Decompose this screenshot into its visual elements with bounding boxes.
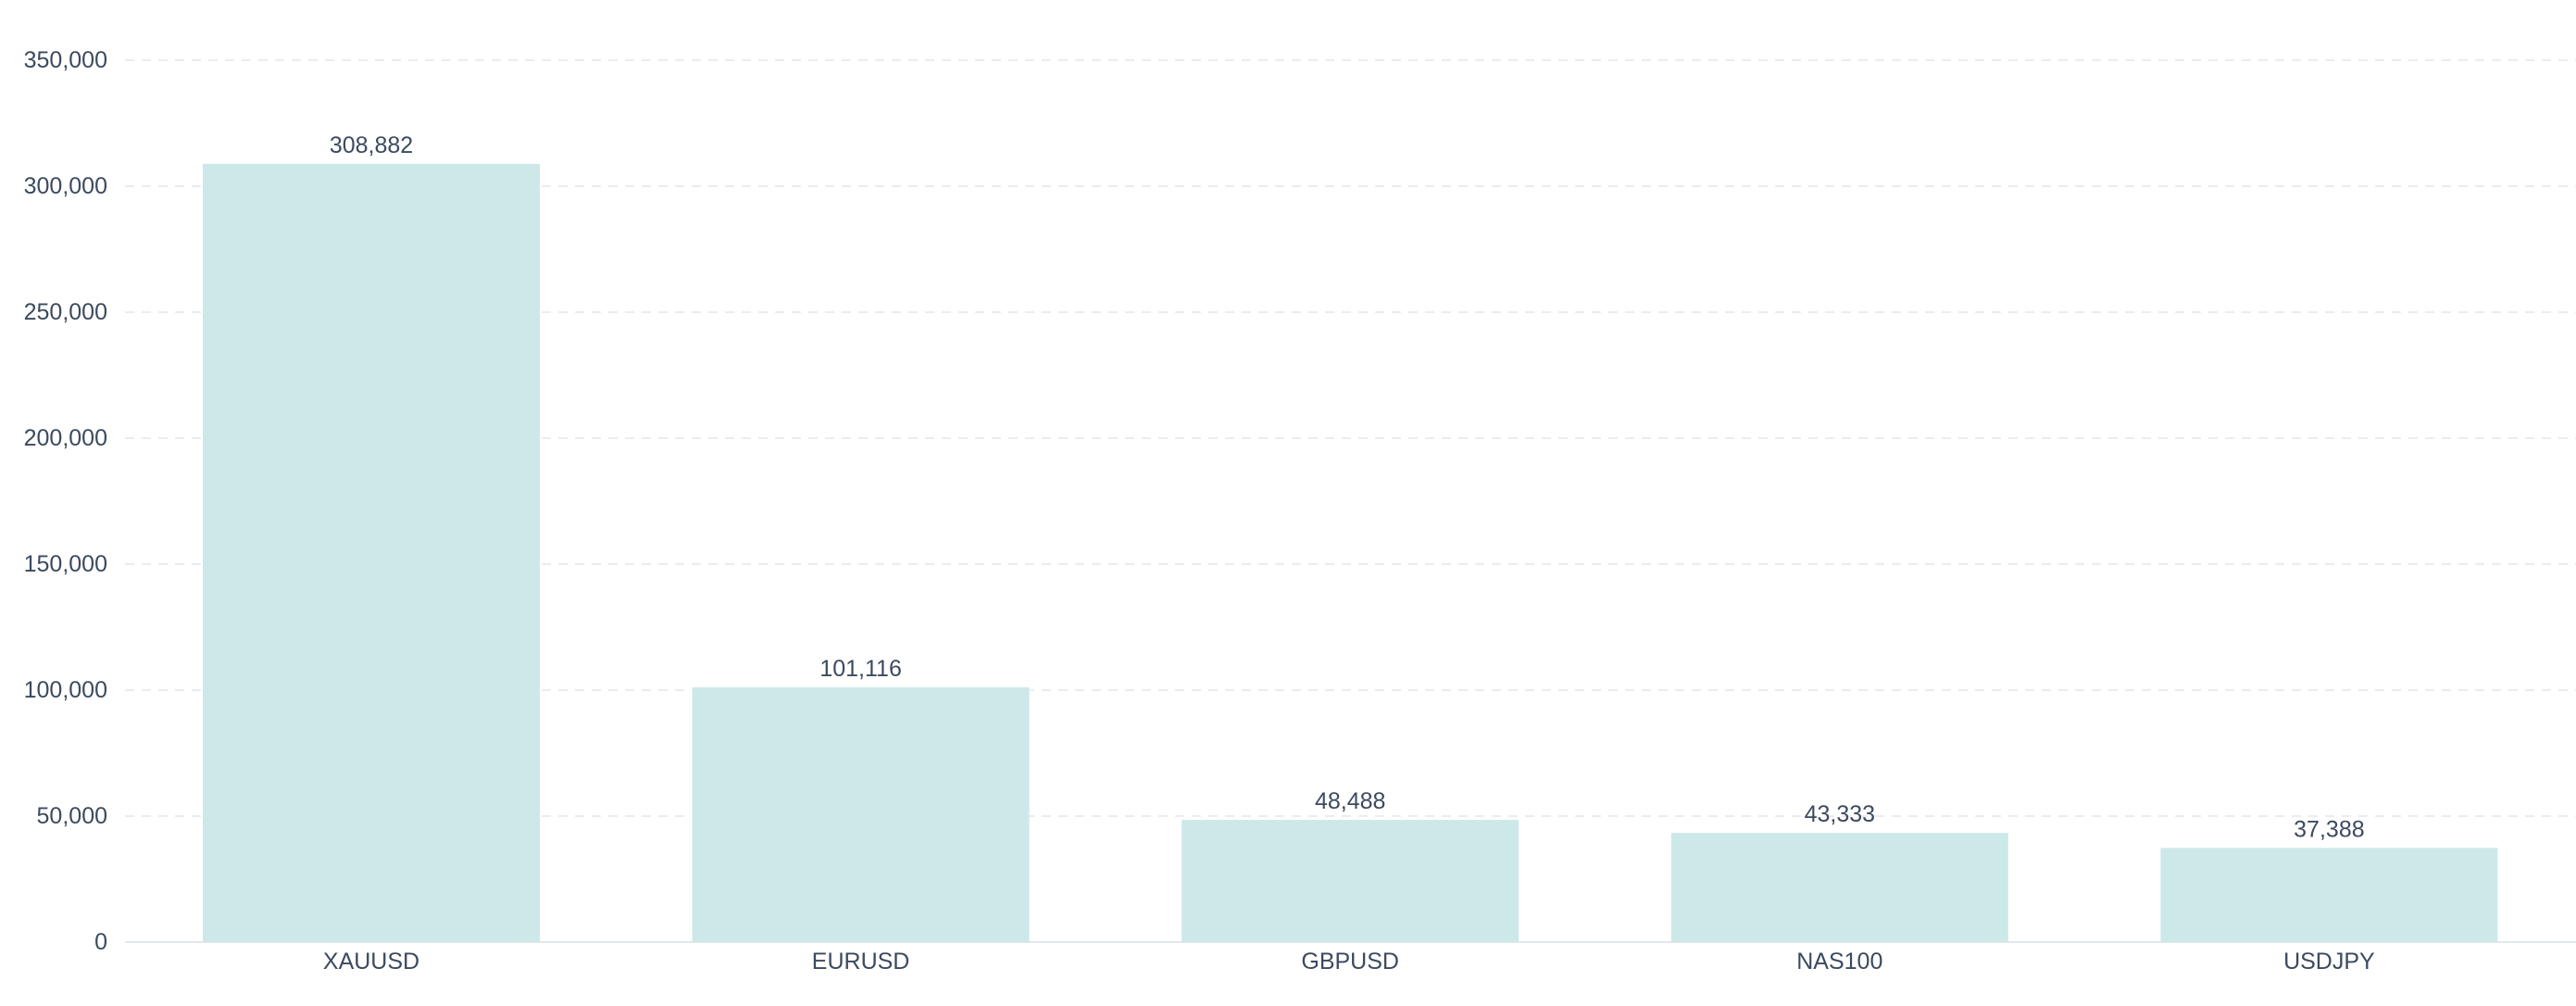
y-tick-label: 50,000 <box>37 803 107 829</box>
bar-layer <box>203 163 2498 943</box>
label-layer: 308,882 101,116 48,488 43,333 37,388 <box>330 132 2365 842</box>
x-tick-label: USDJPY <box>2283 949 2375 975</box>
y-tick-label: 200,000 <box>24 425 107 451</box>
x-axis-ticks: XAUUSD EURUSD GBPUSD NAS100 USDJPY <box>323 949 2375 975</box>
x-tick-label: EURUSD <box>812 949 910 975</box>
y-tick-label: 150,000 <box>24 551 107 577</box>
bar[interactable] <box>1182 820 1519 942</box>
x-tick-label: XAUUSD <box>323 949 419 975</box>
data-label: 37,388 <box>2294 816 2364 842</box>
bar[interactable] <box>2160 848 2498 942</box>
y-tick-label: 300,000 <box>24 173 107 199</box>
data-label: 101,116 <box>819 656 902 682</box>
data-label: 308,882 <box>330 132 413 158</box>
y-tick-label: 100,000 <box>24 677 107 703</box>
y-tick-label: 350,000 <box>24 47 107 73</box>
bar[interactable] <box>1670 833 2008 942</box>
x-tick-label: GBPUSD <box>1301 949 1399 975</box>
bar[interactable] <box>203 163 540 943</box>
bar[interactable] <box>692 686 1030 942</box>
data-label: 43,333 <box>1805 801 1875 827</box>
y-tick-label: 0 <box>94 929 107 955</box>
y-tick-label: 250,000 <box>24 299 107 325</box>
y-axis-ticks: 0 50,000 100,000 150,000 200,000 250,000 300,0… <box>24 47 107 955</box>
data-label: 48,488 <box>1315 788 1385 814</box>
x-tick-label: NAS100 <box>1796 949 1882 975</box>
